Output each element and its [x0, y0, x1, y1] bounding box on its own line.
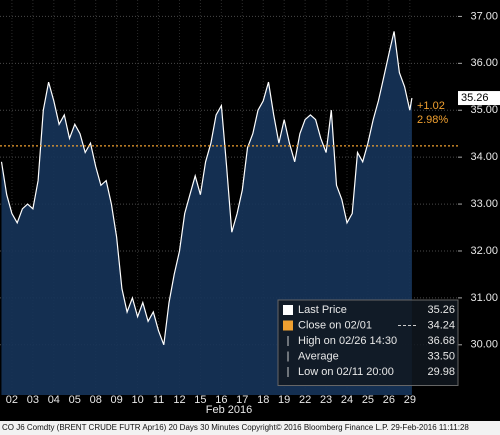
x-tick-label: 17 — [236, 394, 248, 406]
legend-swatch — [283, 320, 293, 331]
x-tick-label: 26 — [383, 394, 395, 406]
legend-value: 35.26 — [427, 304, 455, 316]
legend-value: 34.24 — [427, 319, 455, 331]
x-tick-label: 12 — [173, 394, 185, 406]
y-tick-label: 37.00 — [470, 10, 498, 22]
footer: CO J6 Comdty (BRENT CRUDE FUTR Apr16) 20… — [2, 423, 469, 432]
x-tick-label: 19 — [278, 394, 290, 406]
last-price-value: 35.26 — [461, 92, 489, 104]
x-tick-label: 10 — [131, 394, 143, 406]
change: +1.02 — [417, 100, 445, 112]
x-axis-label: Feb 2016 — [206, 404, 252, 416]
last-price-tag — [458, 91, 500, 106]
x-tick-label: 24 — [341, 394, 353, 406]
x-tick-label: 09 — [111, 394, 123, 406]
x-tick-label: 18 — [257, 394, 269, 406]
legend-value: 36.68 — [427, 335, 455, 347]
y-tick-label: 31.00 — [470, 292, 498, 304]
legend-value: 33.50 — [427, 350, 455, 362]
x-tick-label: 22 — [299, 394, 311, 406]
change-pct: 2.98% — [417, 114, 448, 126]
y-tick-label: 32.00 — [470, 245, 498, 257]
x-tick-label: 29 — [404, 394, 416, 406]
x-tick-label: 16 — [215, 394, 227, 406]
legend-label: High on 02/26 14:30 — [298, 335, 397, 347]
legend-label: Close on 02/01 — [298, 319, 372, 331]
x-tick-label: 02 — [6, 394, 18, 406]
x-tick-label: 23 — [320, 394, 332, 406]
x-tick-label: 15 — [194, 394, 206, 406]
legend-label: Low on 02/11 20:00 — [298, 366, 394, 378]
legend-box — [277, 299, 459, 386]
x-tick-label: 25 — [362, 394, 374, 406]
x-tick-label: 04 — [48, 394, 60, 406]
x-tick-label: 11 — [153, 394, 164, 406]
y-tick-label: 30.00 — [470, 339, 498, 351]
y-tick-label: 34.00 — [470, 151, 498, 163]
legend-value: 29.98 — [427, 366, 455, 378]
x-tick-label: 05 — [69, 394, 81, 406]
y-tick-label: 33.00 — [470, 198, 498, 210]
y-tick-label: 36.00 — [470, 57, 498, 69]
x-tick-label: 03 — [27, 394, 39, 406]
legend-swatch — [283, 305, 293, 315]
price-line — [0, 31, 413, 346]
footer-bar — [0, 421, 500, 435]
y-tick-label: 35.00 — [470, 104, 498, 116]
legend-label: Last Price — [298, 304, 347, 316]
x-tick-label: 08 — [90, 394, 102, 406]
legend-label: Average — [298, 350, 339, 362]
